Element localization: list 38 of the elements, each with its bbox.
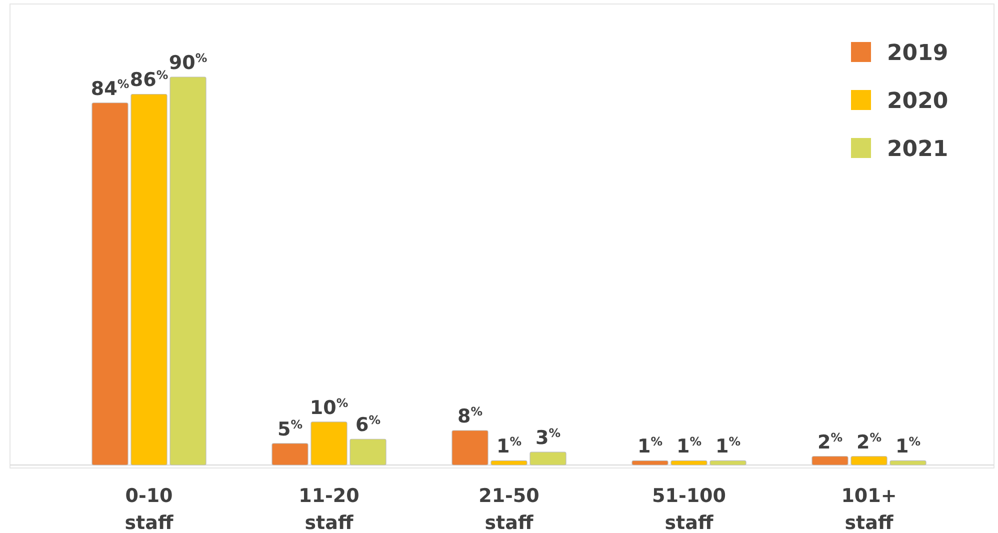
data-label: 1$^{%}$ [715,434,741,458]
bar [710,460,746,466]
legend-label: 2020 [887,89,948,114]
bar [350,438,386,466]
data-label: 5$^{%}$ [277,417,303,440]
legend-label: 2021 [887,137,948,162]
bar [92,102,128,466]
data-label: 84$^{%}$ [90,76,130,100]
bar [812,456,848,466]
data-label: 1$^{%}$ [496,434,522,458]
bar [310,422,348,466]
data-label: 1$^{%}$ [895,434,921,458]
data-label: 3$^{%}$ [535,426,561,450]
x-tick-label: 0-10 staff [124,485,174,533]
bar [490,460,528,466]
bar [850,456,888,466]
x-tick-label: 11-20 staff [298,485,360,533]
bar [170,76,206,466]
data-label: 10$^{%}$ [310,396,348,419]
bar [670,460,708,466]
bar [452,430,488,466]
data-label: 2$^{%}$ [817,430,843,454]
data-label: 1$^{%}$ [637,434,663,458]
data-label: 90$^{%}$ [168,51,208,74]
x-tick-label: 101+ staff [841,485,897,533]
bar [890,460,926,466]
data-label: 1$^{%}$ [676,434,702,458]
x-tick-label: 21-50 staff [478,485,540,533]
x-tick-label: 51-100 staff [652,485,726,533]
bar [632,460,668,466]
bar [530,452,566,466]
data-label: 6$^{%}$ [355,413,381,436]
bar [272,443,308,466]
data-label: 2$^{%}$ [856,430,882,454]
data-label: 8$^{%}$ [457,404,483,428]
legend-label: 2019 [887,41,948,66]
bar [130,94,168,466]
data-label: 86$^{%}$ [130,68,168,92]
